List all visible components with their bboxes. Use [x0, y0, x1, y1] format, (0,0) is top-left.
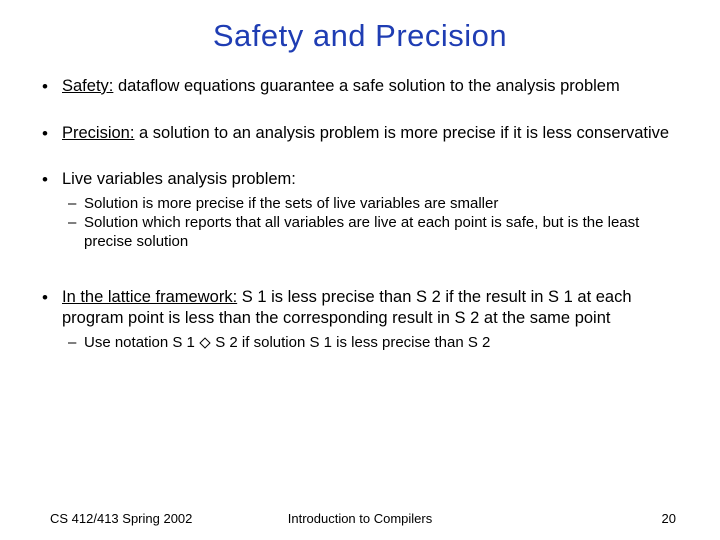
bullet-list: Safety: dataflow equations guarantee a s… [38, 76, 682, 352]
sub-item: Solution is more precise if the sets of … [62, 194, 682, 213]
bullet-text: dataflow equations guarantee a safe solu… [113, 77, 619, 95]
bullet-key: Precision: [62, 124, 134, 142]
bullet-item: In the lattice framework: S 1 is less pr… [38, 287, 682, 351]
sub-list: Use notation S 1 S 2 if solution S 1 is … [62, 333, 682, 352]
slide: Safety and Precision Safety: dataflow eq… [0, 0, 720, 540]
footer: CS 412/413 Spring 2002 Introduction to C… [0, 511, 720, 526]
sub-item: Use notation S 1 S 2 if solution S 1 is … [62, 333, 682, 352]
bullet-item: Precision: a solution to an analysis pro… [38, 123, 682, 144]
bullet-key: In the lattice framework: [62, 288, 237, 306]
bullet-text: a solution to an analysis problem is mor… [134, 124, 669, 142]
bullet-item: Live variables analysis problem: Solutio… [38, 169, 682, 251]
sub-text-b: S 2 if solution S 1 is less precise than… [211, 334, 490, 351]
sub-list: Solution is more precise if the sets of … [62, 194, 682, 252]
bullet-text: Live variables analysis problem: [62, 170, 296, 188]
sub-text-a: Use notation S 1 [84, 334, 199, 351]
sub-item: Solution which reports that all variable… [62, 213, 682, 251]
slide-body: Safety: dataflow equations guarantee a s… [38, 76, 682, 352]
footer-center: Introduction to Compilers [0, 511, 720, 526]
bullet-item: Safety: dataflow equations guarantee a s… [38, 76, 682, 97]
diamond-icon [199, 337, 210, 348]
bullet-key: Safety: [62, 77, 113, 95]
slide-title: Safety and Precision [38, 18, 682, 54]
